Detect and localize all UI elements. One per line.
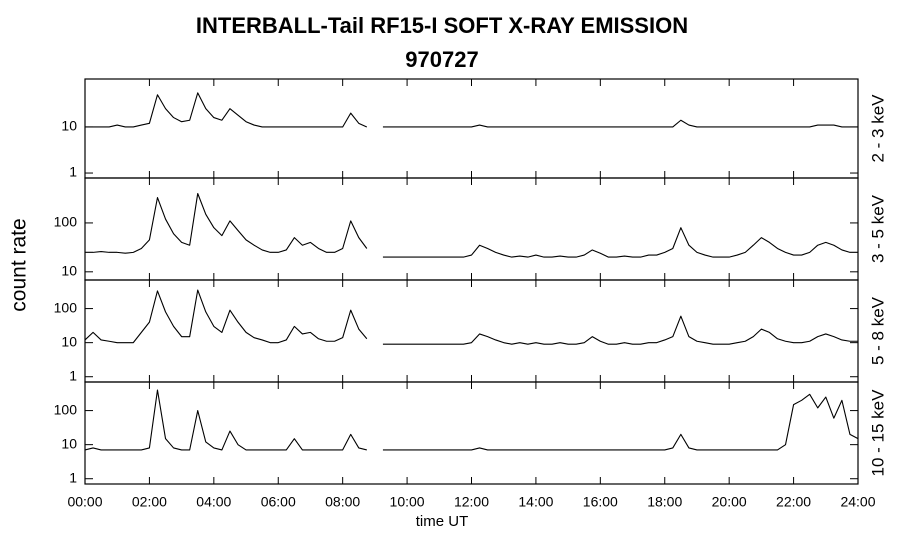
plot-frame (84, 279, 859, 383)
plot-frame (84, 381, 859, 485)
y-tick-label: 10 (61, 263, 77, 279)
plot-frame (84, 177, 859, 281)
x-tick-label: 02:00 (132, 494, 167, 510)
y-tick-label: 1 (69, 469, 77, 485)
x-tick-label: 24:00 (840, 494, 875, 510)
x-tick-label: 18:00 (647, 494, 682, 510)
data-line (84, 389, 367, 451)
data-line (84, 289, 368, 344)
data-line (382, 315, 858, 345)
x-tick-label: 08:00 (325, 494, 360, 510)
x-tick-label: 16:00 (583, 494, 618, 510)
x-tick-label: 00:00 (67, 494, 102, 510)
x-tick-label: 14:00 (518, 494, 553, 510)
x-tick-label: 04:00 (196, 494, 231, 510)
y-tick-label: 1 (69, 164, 77, 180)
y-tick-label: 100 (54, 299, 78, 315)
x-tick-label: 06:00 (261, 494, 296, 510)
x-tick-label: 12:00 (454, 494, 489, 510)
y-axis-label: count rate (8, 218, 31, 311)
data-line (85, 192, 368, 254)
y-tick-label: 10 (61, 435, 77, 451)
chart-title: INTERBALL-Tail RF15-I SOFT X-RAY EMISSIO… (196, 13, 688, 38)
plot-frame (84, 78, 859, 179)
y-tick-label: 10 (61, 118, 77, 134)
panel-label: 3 - 5 keV (868, 194, 887, 263)
data-line (85, 92, 368, 128)
data-line (382, 119, 858, 128)
y-tick-label: 100 (54, 401, 78, 417)
x-tick-label: 20:00 (712, 494, 747, 510)
x-tick-label: 22:00 (776, 494, 811, 510)
panel-label: 2 - 3 keV (868, 94, 887, 163)
data-line (382, 393, 859, 451)
data-line (382, 227, 858, 258)
x-axis-label: time UT (416, 513, 469, 530)
y-tick-label: 100 (54, 214, 78, 230)
y-tick-label: 10 (61, 333, 77, 349)
panel-label: 5 - 8 keV (868, 296, 887, 365)
chart-subtitle: 970727 (405, 47, 478, 72)
y-tick-label: 1 (69, 367, 77, 383)
x-tick-label: 10:00 (390, 494, 425, 510)
panel-label: 10 - 15 keV (868, 389, 887, 477)
